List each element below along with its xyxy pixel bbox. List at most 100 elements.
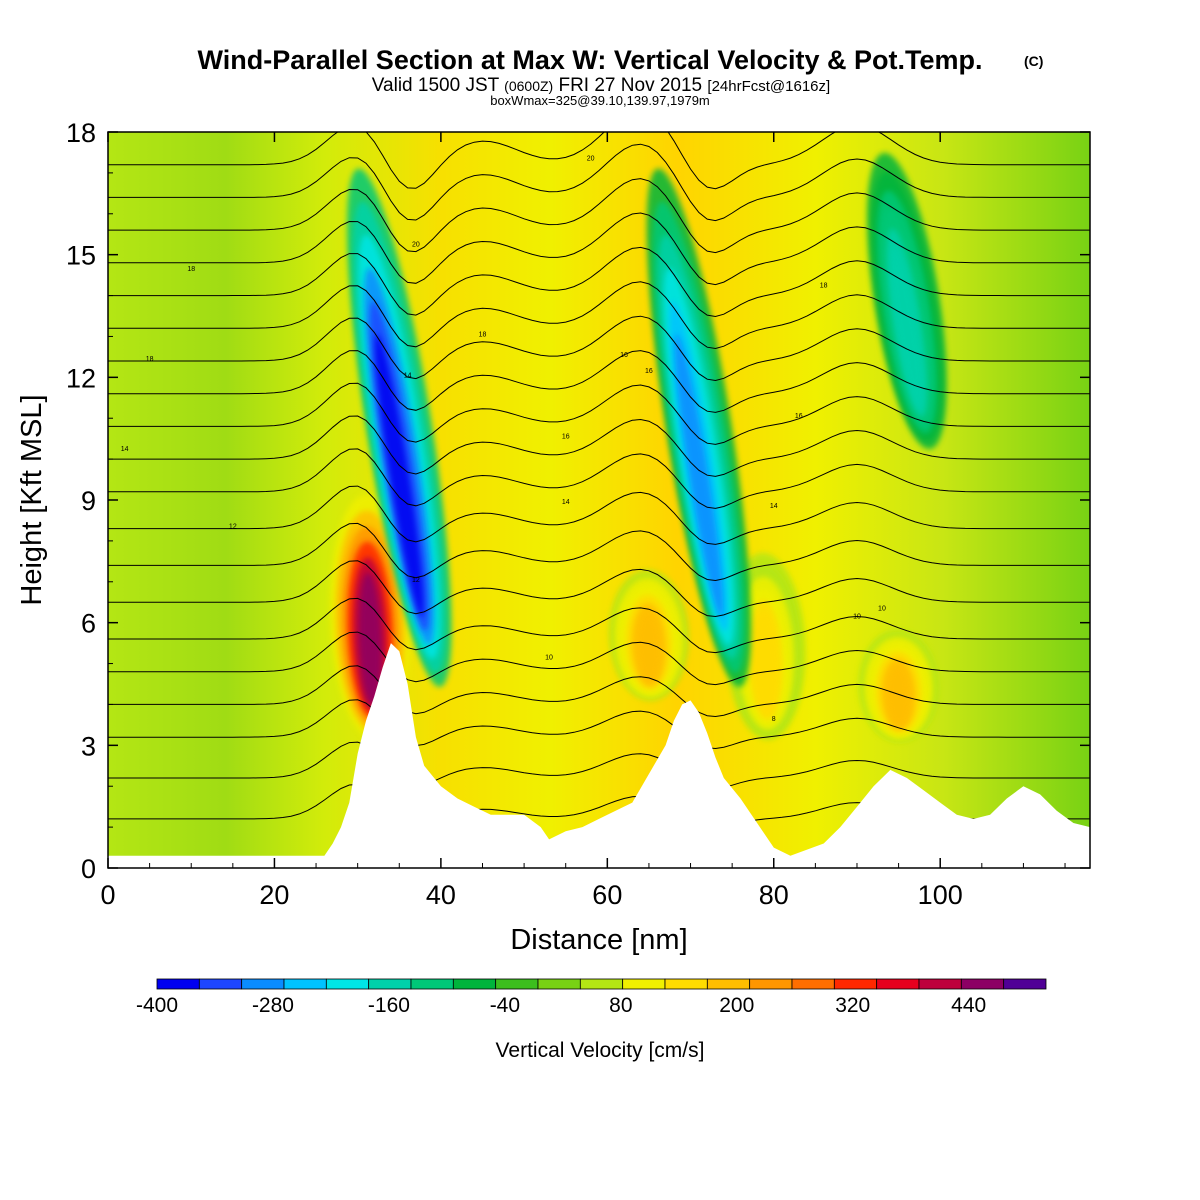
y-axis-label: Height [Kft MSL] bbox=[16, 394, 48, 605]
theta-contour bbox=[108, 281, 1090, 350]
colorbar-swatch bbox=[241, 978, 285, 990]
theta-contour-label: 12 bbox=[412, 577, 420, 584]
title-mark: (C) bbox=[1024, 53, 1043, 69]
theta-contour-label: 16 bbox=[795, 413, 803, 420]
theta-contour-label: 12 bbox=[229, 524, 237, 531]
theta-contour bbox=[108, 448, 1090, 509]
subtitle-date: FRI 27 Nov 2015 bbox=[558, 75, 702, 96]
x-tick-label: 100 bbox=[918, 880, 963, 910]
theta-contour-label: 14 bbox=[770, 503, 778, 510]
theta-contour bbox=[108, 741, 1090, 790]
y-tick-label: 3 bbox=[81, 731, 96, 761]
y-tick-label: 12 bbox=[66, 363, 96, 393]
colorbar-swatch bbox=[283, 978, 327, 990]
theta-contour-label: 10 bbox=[545, 654, 553, 661]
colorbar-swatch bbox=[579, 978, 624, 990]
theta-contour bbox=[108, 143, 1090, 222]
colorbar-swatch bbox=[537, 978, 581, 990]
y-axis: 0 3 6 9 12 15 18 bbox=[66, 118, 1090, 884]
theta-contour-label: 20 bbox=[412, 241, 420, 248]
x-tick-label: 0 bbox=[100, 880, 115, 910]
theta-contour-label: 10 bbox=[878, 605, 886, 612]
theta-contour-label: 16 bbox=[562, 434, 570, 441]
colorbar-tick-label: 320 bbox=[835, 994, 870, 1017]
colorbar-swatch bbox=[410, 978, 454, 990]
colorbar-tick-label: -160 bbox=[368, 994, 410, 1017]
colorbar-swatch bbox=[876, 978, 920, 990]
colorbar-swatch bbox=[749, 978, 793, 990]
colorbar-label: Vertical Velocity [cm/s] bbox=[496, 1039, 705, 1062]
y-tick-label: 9 bbox=[81, 486, 96, 516]
x-tick-label: 40 bbox=[426, 880, 456, 910]
theta-contour-label: 18 bbox=[187, 266, 195, 273]
theta-contour-label: 18 bbox=[479, 331, 487, 338]
theta-contour bbox=[108, 665, 1090, 718]
colorbar-swatch bbox=[664, 978, 708, 990]
y-tick-label: 0 bbox=[81, 854, 96, 884]
subtitle-forecast: [24hrFcst@1616z] bbox=[707, 78, 830, 95]
colorbar-tick-label: 200 bbox=[719, 994, 754, 1017]
theta-contour-label: 18 bbox=[146, 356, 154, 363]
colorbar-tick-label: -400 bbox=[136, 994, 178, 1017]
downdraft-1 bbox=[646, 168, 752, 687]
colorbar-tick-label: 80 bbox=[609, 994, 632, 1017]
field-background bbox=[108, 132, 1090, 868]
colorbar-swatch bbox=[325, 978, 370, 990]
y-tick-label: 15 bbox=[66, 241, 96, 271]
theta-contour bbox=[108, 132, 1090, 190]
colorbar-swatch bbox=[833, 978, 878, 990]
colorbar-swatch bbox=[918, 978, 962, 990]
colorbar-swatch bbox=[368, 978, 412, 990]
subtitle: Valid 1500 JST (0600Z) FRI 27 Nov 2015 [… bbox=[372, 75, 830, 96]
chart-title: Wind-Parallel Section at Max W: Vertical… bbox=[198, 45, 983, 75]
theta-contour-label: 20 bbox=[587, 156, 595, 163]
subtitle-valid: Valid 1500 JST bbox=[372, 75, 500, 96]
colorbar-swatch bbox=[452, 978, 497, 990]
theta-contours: 8 10 10 10 12 12 14 14 14 14 16 16 16 16 18 18 18 18 20 20 bbox=[108, 132, 1090, 830]
subtitle-utc: (0600Z) bbox=[504, 78, 553, 94]
theta-contour bbox=[108, 212, 1090, 286]
colorbar: -400 -280 -160 -40 80 200 320 440 bbox=[136, 978, 1047, 1017]
theta-contour-label: 10 bbox=[853, 614, 861, 621]
theta-contour bbox=[108, 315, 1090, 382]
theta-contour-label: 14 bbox=[562, 499, 570, 506]
theta-contour bbox=[108, 560, 1090, 618]
plot-area: 8 10 10 10 12 12 14 14 14 14 16 16 16 16 18 18 18 18 20 20 bbox=[108, 132, 1090, 868]
colorbar-swatch bbox=[622, 978, 666, 990]
x-tick-label: 20 bbox=[259, 880, 289, 910]
updraft-1 bbox=[608, 569, 690, 701]
theta-contour bbox=[108, 350, 1090, 413]
theta-contour-label: 8 bbox=[772, 716, 776, 723]
theta-contour-label: 14 bbox=[404, 372, 412, 379]
colorbar-swatch bbox=[1003, 978, 1047, 990]
x-axis: 0 20 40 60 80 100 bbox=[100, 132, 1066, 910]
colorbar-swatch bbox=[198, 978, 243, 990]
x-tick-label: 60 bbox=[592, 880, 622, 910]
colorbar-swatch bbox=[706, 978, 751, 990]
theta-contour-label: 16 bbox=[645, 368, 653, 375]
x-tick-label: 80 bbox=[759, 880, 789, 910]
theta-contour-label: 14 bbox=[121, 446, 129, 453]
colorbar-swatch bbox=[960, 978, 1005, 990]
subtitle-box: boxWmax=325@39.10,139.97,1979m bbox=[490, 93, 710, 108]
theta-contour bbox=[108, 246, 1090, 318]
theta-contour bbox=[108, 415, 1090, 477]
colorbar-tick-label: 440 bbox=[951, 994, 986, 1017]
theta-contour bbox=[108, 382, 1090, 445]
x-axis-label: Distance [nm] bbox=[510, 924, 687, 956]
colorbar-swatch bbox=[791, 978, 835, 990]
colorbar-tick-label: -280 bbox=[252, 994, 294, 1017]
theta-contour bbox=[108, 522, 1090, 582]
y-tick-label: 18 bbox=[66, 118, 96, 148]
theta-contour bbox=[108, 631, 1090, 686]
theta-contour-label: 18 bbox=[820, 282, 828, 289]
y-tick-label: 6 bbox=[81, 609, 96, 639]
colorbar-swatch bbox=[156, 978, 200, 990]
colorbar-swatch bbox=[495, 978, 539, 990]
colorbar-tick-label: -40 bbox=[490, 994, 520, 1017]
theta-contour bbox=[108, 485, 1090, 545]
theta-contour bbox=[108, 699, 1090, 750]
terrain bbox=[108, 643, 1090, 868]
theta-contour bbox=[108, 597, 1090, 654]
